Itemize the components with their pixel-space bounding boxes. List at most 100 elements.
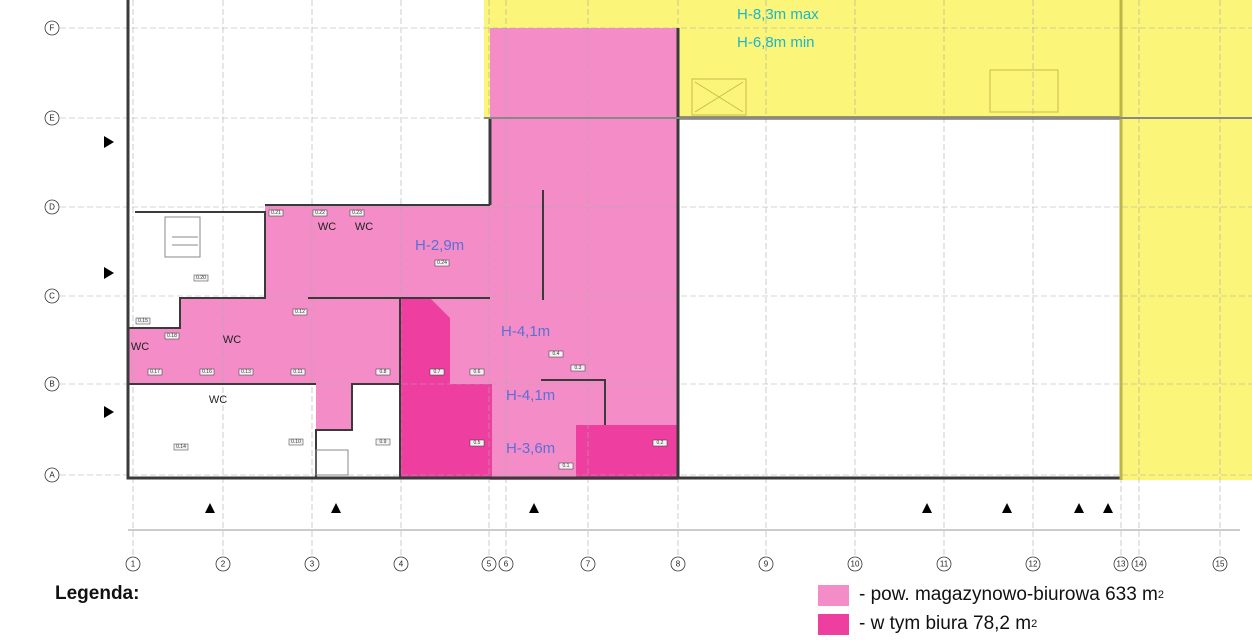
room-tag: [548, 350, 564, 358]
room-tag: [469, 368, 485, 376]
room-number: 0.6: [474, 369, 481, 375]
column-axis-label: 9: [764, 560, 769, 569]
room-tag: [312, 209, 328, 217]
office-area: [400, 298, 678, 478]
entrance-arrow-icon: [104, 267, 114, 279]
hall-area-right: [1121, 118, 1252, 480]
room-number: 0.14: [176, 444, 186, 450]
room-tag: [570, 364, 586, 372]
row-axis-label: F: [50, 24, 55, 33]
room-number: 0.3: [575, 365, 582, 371]
row-axis-marker: [44, 20, 60, 36]
entrance-arrow-icon: [922, 503, 932, 513]
room-number: 0.2: [657, 440, 664, 446]
wc-label: WC: [355, 221, 373, 233]
row-axis-marker: [44, 467, 60, 483]
row-axis-label: C: [49, 292, 55, 301]
room-number: 0.22: [315, 210, 325, 216]
column-axis-label: 3: [310, 560, 315, 569]
room-number: 0.7: [434, 369, 441, 375]
column-axis-label: 5: [487, 560, 492, 569]
column-axis-label: 7: [586, 560, 591, 569]
room-number: 0.13: [241, 369, 251, 375]
legend-swatch: [818, 613, 849, 635]
room-number: 0.15: [138, 318, 148, 324]
column-axis-label: 15: [1216, 560, 1225, 569]
wc-label: WC: [223, 334, 241, 346]
room-tag: [292, 308, 308, 316]
room-tag: [173, 443, 189, 451]
entrance-arrow-icon: [1002, 503, 1012, 513]
column-axis-marker: [758, 556, 774, 572]
column-axis-marker: [125, 556, 141, 572]
entrance-arrow-icon: [529, 503, 539, 513]
column-axis-marker: [1131, 556, 1147, 572]
row-axis-label: D: [49, 203, 55, 212]
room-tag: [434, 259, 450, 267]
warehouse-height-2: H-4,1m: [506, 387, 555, 404]
room-tag: [135, 317, 151, 325]
column-axis-label: 12: [1029, 560, 1038, 569]
room-number: 0.5: [474, 440, 481, 446]
column-axis-label: 6: [504, 560, 509, 569]
row-axis-marker: [44, 110, 60, 126]
legend-label: - pow. magazynowo-biurowa 633 m: [859, 584, 1158, 605]
room-number: 0.9: [380, 439, 387, 445]
room-number: 0.21: [271, 210, 281, 216]
column-axis-marker: [847, 556, 863, 572]
room-tag: [375, 368, 391, 376]
column-axis-marker: [1025, 556, 1041, 572]
hall-height-max: H-8,3m max: [737, 6, 819, 23]
column-axis-marker: [393, 556, 409, 572]
entrance-arrow-icon: [104, 406, 114, 418]
wc-label: WC: [318, 221, 336, 233]
room-tag: [238, 368, 254, 376]
room-tag: [375, 438, 391, 446]
warehouse-height-1: H-4,1m: [501, 323, 550, 340]
walls: [126, 0, 1252, 480]
column-axis-marker: [498, 556, 514, 572]
row-axis-marker: [44, 199, 60, 215]
row-axis-label: E: [49, 114, 54, 123]
legend-title: Legenda:: [55, 583, 140, 604]
column-axis-label: 14: [1135, 560, 1144, 569]
room-tag: [429, 368, 445, 376]
room-tag: [349, 209, 365, 217]
room-tag: [652, 439, 668, 447]
room-number: 0.16: [202, 369, 212, 375]
column-axis-marker: [580, 556, 596, 572]
row-axis-label: B: [49, 380, 54, 389]
column-axis-marker: [670, 556, 686, 572]
column-axis-label: 4: [399, 560, 404, 569]
entrance-arrow-icon: [1103, 503, 1113, 513]
office-height: H-2,9m: [415, 237, 464, 254]
wc-label: WC: [131, 341, 149, 353]
room-number: 0.4: [553, 351, 560, 357]
room-tag: [290, 368, 306, 376]
legend-sup: 2: [1157, 589, 1164, 601]
legend-sup: 2: [1031, 618, 1038, 630]
room-number: 0.17: [150, 369, 160, 375]
column-axis-marker: [936, 556, 952, 572]
row-axis-label: A: [49, 471, 55, 480]
room-tag: [164, 332, 180, 340]
room-number: 0.12: [295, 309, 305, 315]
room-number: 0.20: [196, 275, 206, 281]
column-axis-marker: [481, 556, 497, 572]
column-axis-label: 1: [131, 560, 136, 569]
column-axis-label: 13: [1117, 560, 1126, 569]
column-axis-label: 10: [851, 560, 860, 569]
wc-label: WC: [209, 394, 227, 406]
room-number: 0.18: [167, 333, 177, 339]
column-axis-label: 8: [676, 560, 681, 569]
room-tag: [268, 209, 284, 217]
room-tag: [469, 439, 485, 447]
column-axis-marker: [1212, 556, 1228, 572]
room-number: 0.1: [563, 463, 570, 469]
room-tag: [558, 462, 574, 470]
warehouse-height-3: H-3,6m: [506, 440, 555, 457]
